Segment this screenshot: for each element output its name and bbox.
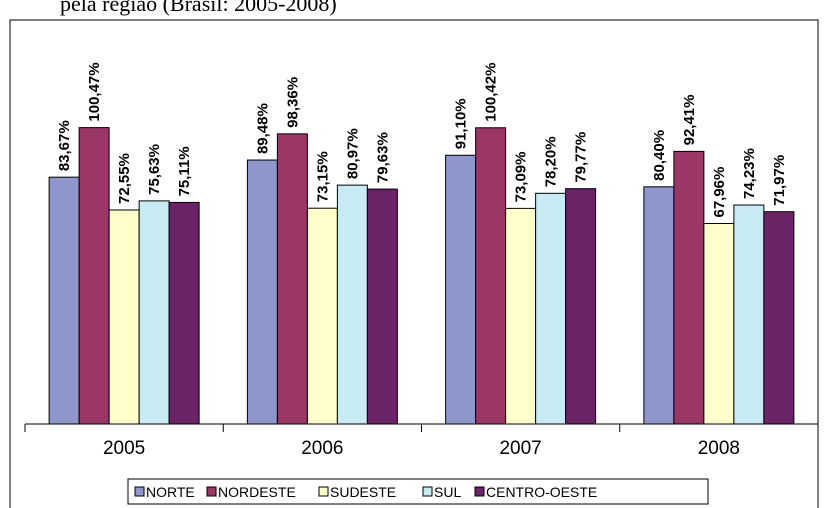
data-label-2008-norte: 80,40%: [651, 130, 668, 181]
x-tick-label-2005: 2005: [103, 438, 145, 459]
legend-label-norte: NORTE: [146, 484, 195, 500]
bar-2007-centro-oeste: [565, 188, 597, 425]
x-tick-label-2008: 2008: [698, 438, 740, 459]
bar-2007-nordeste: [475, 127, 507, 425]
data-label-2005-sudeste: 72,55%: [116, 153, 133, 204]
data-label-2005-nordeste: 100,47%: [86, 62, 103, 121]
bar-2005-nordeste: [78, 127, 110, 425]
data-label-2008-sudeste: 67,96%: [711, 167, 728, 218]
legend-label-sudeste: SUDESTE: [330, 484, 396, 500]
bar-2008-norte: [643, 186, 675, 425]
legend-swatch-sul: [422, 486, 433, 497]
bar-2005-sudeste: [108, 209, 140, 425]
bar-2006-sudeste: [306, 207, 338, 425]
data-label-2006-sudeste: 73,15%: [314, 151, 331, 202]
bar-2006-centro-oeste: [366, 188, 398, 425]
data-label-2008-nordeste: 92,41%: [681, 95, 698, 146]
data-labels-layer: 83,67% 100,47% 72,55% 75,63% 75,11% 89,48% 98,…: [56, 62, 788, 217]
legend-box: [127, 478, 709, 505]
data-label-2008-sul: 74,23%: [741, 148, 758, 199]
data-label-2006-nordeste: 98,36%: [284, 77, 301, 128]
data-label-2007-norte: 91,10%: [453, 98, 470, 149]
legend: NORTE NORDESTE SUDESTE SUL CENTRO-OESTE: [127, 478, 709, 505]
bar-2008-nordeste: [673, 150, 705, 425]
data-label-2006-sul: 80,97%: [344, 128, 361, 179]
legend-swatch-centro-oeste: [474, 486, 485, 497]
bar-2006-sul: [336, 184, 368, 425]
data-label-2005-centro-oeste: 75,11%: [176, 146, 193, 196]
bar-2005-norte: [48, 176, 80, 425]
legend-swatch-sudeste: [318, 486, 329, 497]
bar-2007-sul: [535, 192, 567, 425]
legend-label-sul: SUL: [434, 484, 461, 500]
data-label-2007-centro-oeste: 79,77%: [573, 132, 590, 183]
bar-2006-norte: [246, 159, 278, 425]
x-tick-label-2006: 2006: [301, 438, 343, 459]
data-label-2006-centro-oeste: 79,63%: [374, 132, 391, 183]
data-label-2008-centro-oeste: 71,97%: [771, 155, 788, 206]
chart-caption: pela região (Brasil: 2005-2008): [60, 0, 337, 16]
bar-2007-sudeste: [505, 207, 537, 425]
legend-swatch-norte: [134, 486, 145, 497]
x-axis: 2005 2006 2007 2008: [24, 423, 819, 459]
bar-2007-norte: [445, 154, 477, 425]
bar-2006-nordeste: [276, 133, 308, 425]
data-label-2007-sudeste: 73,09%: [513, 152, 530, 203]
bar-2008-sul: [733, 204, 765, 425]
bar-2008-sudeste: [703, 223, 735, 425]
data-label-2005-norte: 83,67%: [56, 120, 73, 171]
data-label-2007-nordeste: 100,42%: [483, 63, 500, 122]
data-label-2005-sul: 75,63%: [146, 144, 163, 195]
bar-2005-centro-oeste: [168, 201, 200, 425]
legend-label-centro-oeste: CENTRO-OESTE: [486, 484, 597, 500]
legend-swatch-nordeste: [206, 486, 217, 497]
legend-label-nordeste: NORDESTE: [218, 484, 296, 500]
x-tick-label-2007: 2007: [499, 438, 541, 459]
data-label-2007-sul: 78,20%: [543, 136, 560, 187]
bar-2008-centro-oeste: [763, 211, 795, 425]
bar-2005-sul: [138, 200, 170, 425]
data-label-2006-norte: 89,48%: [254, 103, 271, 154]
